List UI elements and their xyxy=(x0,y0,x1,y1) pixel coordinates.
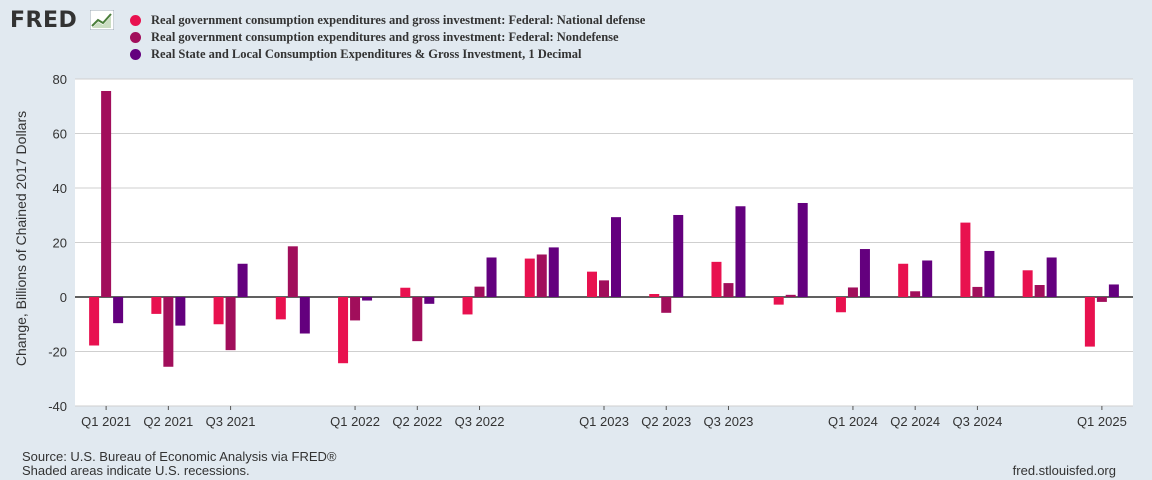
x-tick-label: Q3 2022 xyxy=(455,414,505,429)
bar-nondefense-q2-2024[interactable] xyxy=(910,291,921,297)
bar-national-defense-q1-2023[interactable] xyxy=(587,271,597,297)
bar-state-local-q3-2022[interactable] xyxy=(486,257,497,297)
bar-state-local-q1-2025[interactable] xyxy=(1108,284,1119,297)
legend-label: Real government consumption expenditures… xyxy=(151,30,619,44)
x-tick-label: Q3 2024 xyxy=(952,414,1002,429)
bar-national-defense-q3-2021[interactable] xyxy=(213,297,224,325)
x-tick-label: Q2 2024 xyxy=(890,414,940,429)
legend-item-state-local[interactable]: Real State and Local Consumption Expendi… xyxy=(130,46,645,63)
bar-national-defense-q4-2021[interactable] xyxy=(275,297,286,320)
bar-nondefense-q2-2023[interactable] xyxy=(661,297,672,313)
bar-state-local-q4-2022[interactable] xyxy=(548,247,559,297)
bar-national-defense-q1-2024[interactable] xyxy=(835,297,846,313)
bar-state-local-q3-2021[interactable] xyxy=(237,263,248,297)
fred-chart-logo-icon xyxy=(90,10,114,30)
bar-national-defense-q2-2024[interactable] xyxy=(898,263,909,297)
bar-state-local-q2-2024[interactable] xyxy=(922,260,933,297)
y-tick-label: 0 xyxy=(60,290,67,305)
legend-swatch xyxy=(130,15,141,26)
bar-state-local-q4-2024[interactable] xyxy=(1046,257,1057,297)
legend-item-national-defense[interactable]: Real government consumption expenditures… xyxy=(130,12,645,29)
bar-nondefense-q1-2024[interactable] xyxy=(847,287,858,297)
bar-nondefense-q3-2021[interactable] xyxy=(225,297,236,351)
x-tick-label: Q1 2024 xyxy=(828,414,878,429)
x-tick-label: Q2 2021 xyxy=(143,414,193,429)
bar-nondefense-q3-2024[interactable] xyxy=(972,286,983,297)
bar-nondefense-q4-2024[interactable] xyxy=(1034,285,1045,297)
axes: -40 -20 0 20 40 60 80 Q1 2021 Q2 2021 Q3 2021 Q1 2… xyxy=(48,72,1127,429)
bar-national-defense-q4-2023[interactable] xyxy=(773,297,784,305)
bar-national-defense-q4-2022[interactable] xyxy=(524,258,535,297)
bar-national-defense-q2-2023[interactable] xyxy=(649,294,660,297)
fred-logo[interactable]: FRED xyxy=(10,8,78,33)
bar-nondefense-q1-2025[interactable] xyxy=(1096,297,1107,302)
y-axis-label: Change, Billions of Chained 2017 Dollars xyxy=(13,111,29,366)
bar-national-defense-q3-2024[interactable] xyxy=(960,222,971,297)
bar-state-local-q2-2023[interactable] xyxy=(673,214,684,297)
y-tick-label: -20 xyxy=(48,345,67,360)
recession-note: Shaded areas indicate U.S. recessions. xyxy=(22,463,250,478)
bar-nondefense-q2-2022[interactable] xyxy=(412,297,423,342)
legend-label: Real State and Local Consumption Expendi… xyxy=(151,47,582,61)
legend-label: Real government consumption expenditures… xyxy=(151,13,646,27)
bar-nondefense-q4-2023[interactable] xyxy=(785,294,796,297)
bar-state-local-q4-2023[interactable] xyxy=(797,202,808,297)
x-tick-label: Q2 2023 xyxy=(641,414,691,429)
bar-state-local-q1-2024[interactable] xyxy=(859,249,870,297)
bar-national-defense-q2-2021[interactable] xyxy=(151,297,162,314)
bars xyxy=(89,90,1119,367)
bar-state-local-q4-2021[interactable] xyxy=(299,297,310,334)
y-tick-label: 20 xyxy=(53,236,67,251)
bar-state-local-q1-2021[interactable] xyxy=(113,297,124,324)
y-tick-label: 40 xyxy=(53,181,67,196)
y-tick-label: 80 xyxy=(53,72,67,87)
x-tick-label: Q3 2021 xyxy=(206,414,256,429)
legend-swatch xyxy=(130,32,141,43)
bar-nondefense-q1-2021[interactable] xyxy=(101,90,112,298)
legend-swatch xyxy=(130,49,141,60)
bar-national-defense-q1-2025[interactable] xyxy=(1084,297,1095,347)
bar-national-defense-q2-2022[interactable] xyxy=(400,287,411,297)
x-tick-label: Q1 2025 xyxy=(1077,414,1127,429)
bar-nondefense-q4-2021[interactable] xyxy=(287,246,298,297)
bar-state-local-q1-2022[interactable] xyxy=(362,297,373,301)
bar-nondefense-q1-2022[interactable] xyxy=(350,297,361,321)
y-tick-label: 60 xyxy=(53,127,67,142)
bar-national-defense-q1-2021[interactable] xyxy=(89,297,100,346)
source-note: Source: U.S. Bureau of Economic Analysis… xyxy=(22,449,337,464)
bar-nondefense-q1-2023[interactable] xyxy=(599,280,609,297)
x-tick-label: Q1 2023 xyxy=(579,414,629,429)
bar-nondefense-q4-2022[interactable] xyxy=(536,254,547,297)
x-tick-label: Q3 2023 xyxy=(704,414,754,429)
y-tick-label: -40 xyxy=(48,399,67,414)
site-link[interactable]: fred.stlouisfed.org xyxy=(1012,463,1116,478)
bar-state-local-q2-2021[interactable] xyxy=(175,297,186,326)
bar-national-defense-q3-2022[interactable] xyxy=(462,297,473,315)
legend: Real government consumption expenditures… xyxy=(130,12,645,63)
bar-nondefense-q3-2023[interactable] xyxy=(723,283,734,297)
bar-state-local-q2-2022[interactable] xyxy=(424,297,435,304)
x-tick-label: Q1 2022 xyxy=(330,414,380,429)
bar-state-local-q1-2023[interactable] xyxy=(611,217,621,297)
grid-lines xyxy=(75,78,1133,407)
bar-national-defense-q1-2022[interactable] xyxy=(338,297,349,364)
bar-national-defense-q4-2024[interactable] xyxy=(1022,270,1033,297)
x-tick-label: Q2 2022 xyxy=(392,414,442,429)
bar-national-defense-q3-2023[interactable] xyxy=(711,261,722,297)
bar-nondefense-q3-2022[interactable] xyxy=(474,286,485,297)
legend-item-nondefense[interactable]: Real government consumption expenditures… xyxy=(130,29,645,46)
bar-state-local-q3-2024[interactable] xyxy=(984,250,995,297)
bar-nondefense-q2-2021[interactable] xyxy=(163,297,174,367)
x-tick-label: Q1 2021 xyxy=(81,414,131,429)
bar-state-local-q3-2023[interactable] xyxy=(735,206,746,297)
bar-chart: -40 -20 0 20 40 60 80 Q1 2021 Q2 2021 Q3 2021 Q1 2… xyxy=(13,72,1133,429)
